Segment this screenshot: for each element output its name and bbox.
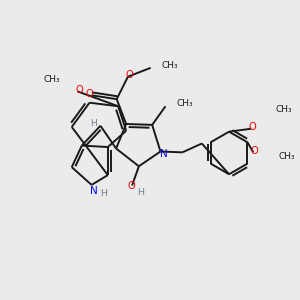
Text: CH₃: CH₃ (162, 61, 178, 70)
Text: O: O (85, 89, 93, 99)
Text: N: N (90, 186, 98, 197)
Text: O: O (125, 70, 133, 80)
Text: H: H (90, 119, 96, 128)
Text: CH₃: CH₃ (276, 105, 292, 114)
Text: CH₃: CH₃ (43, 74, 60, 83)
Text: CH₃: CH₃ (279, 152, 296, 161)
Text: H: H (100, 189, 107, 198)
Text: N: N (160, 149, 167, 159)
Text: O: O (75, 85, 83, 95)
Text: O: O (251, 146, 259, 156)
Text: O: O (128, 182, 135, 191)
Text: H: H (137, 188, 144, 197)
Text: O: O (249, 122, 256, 132)
Text: CH₃: CH₃ (177, 99, 193, 108)
